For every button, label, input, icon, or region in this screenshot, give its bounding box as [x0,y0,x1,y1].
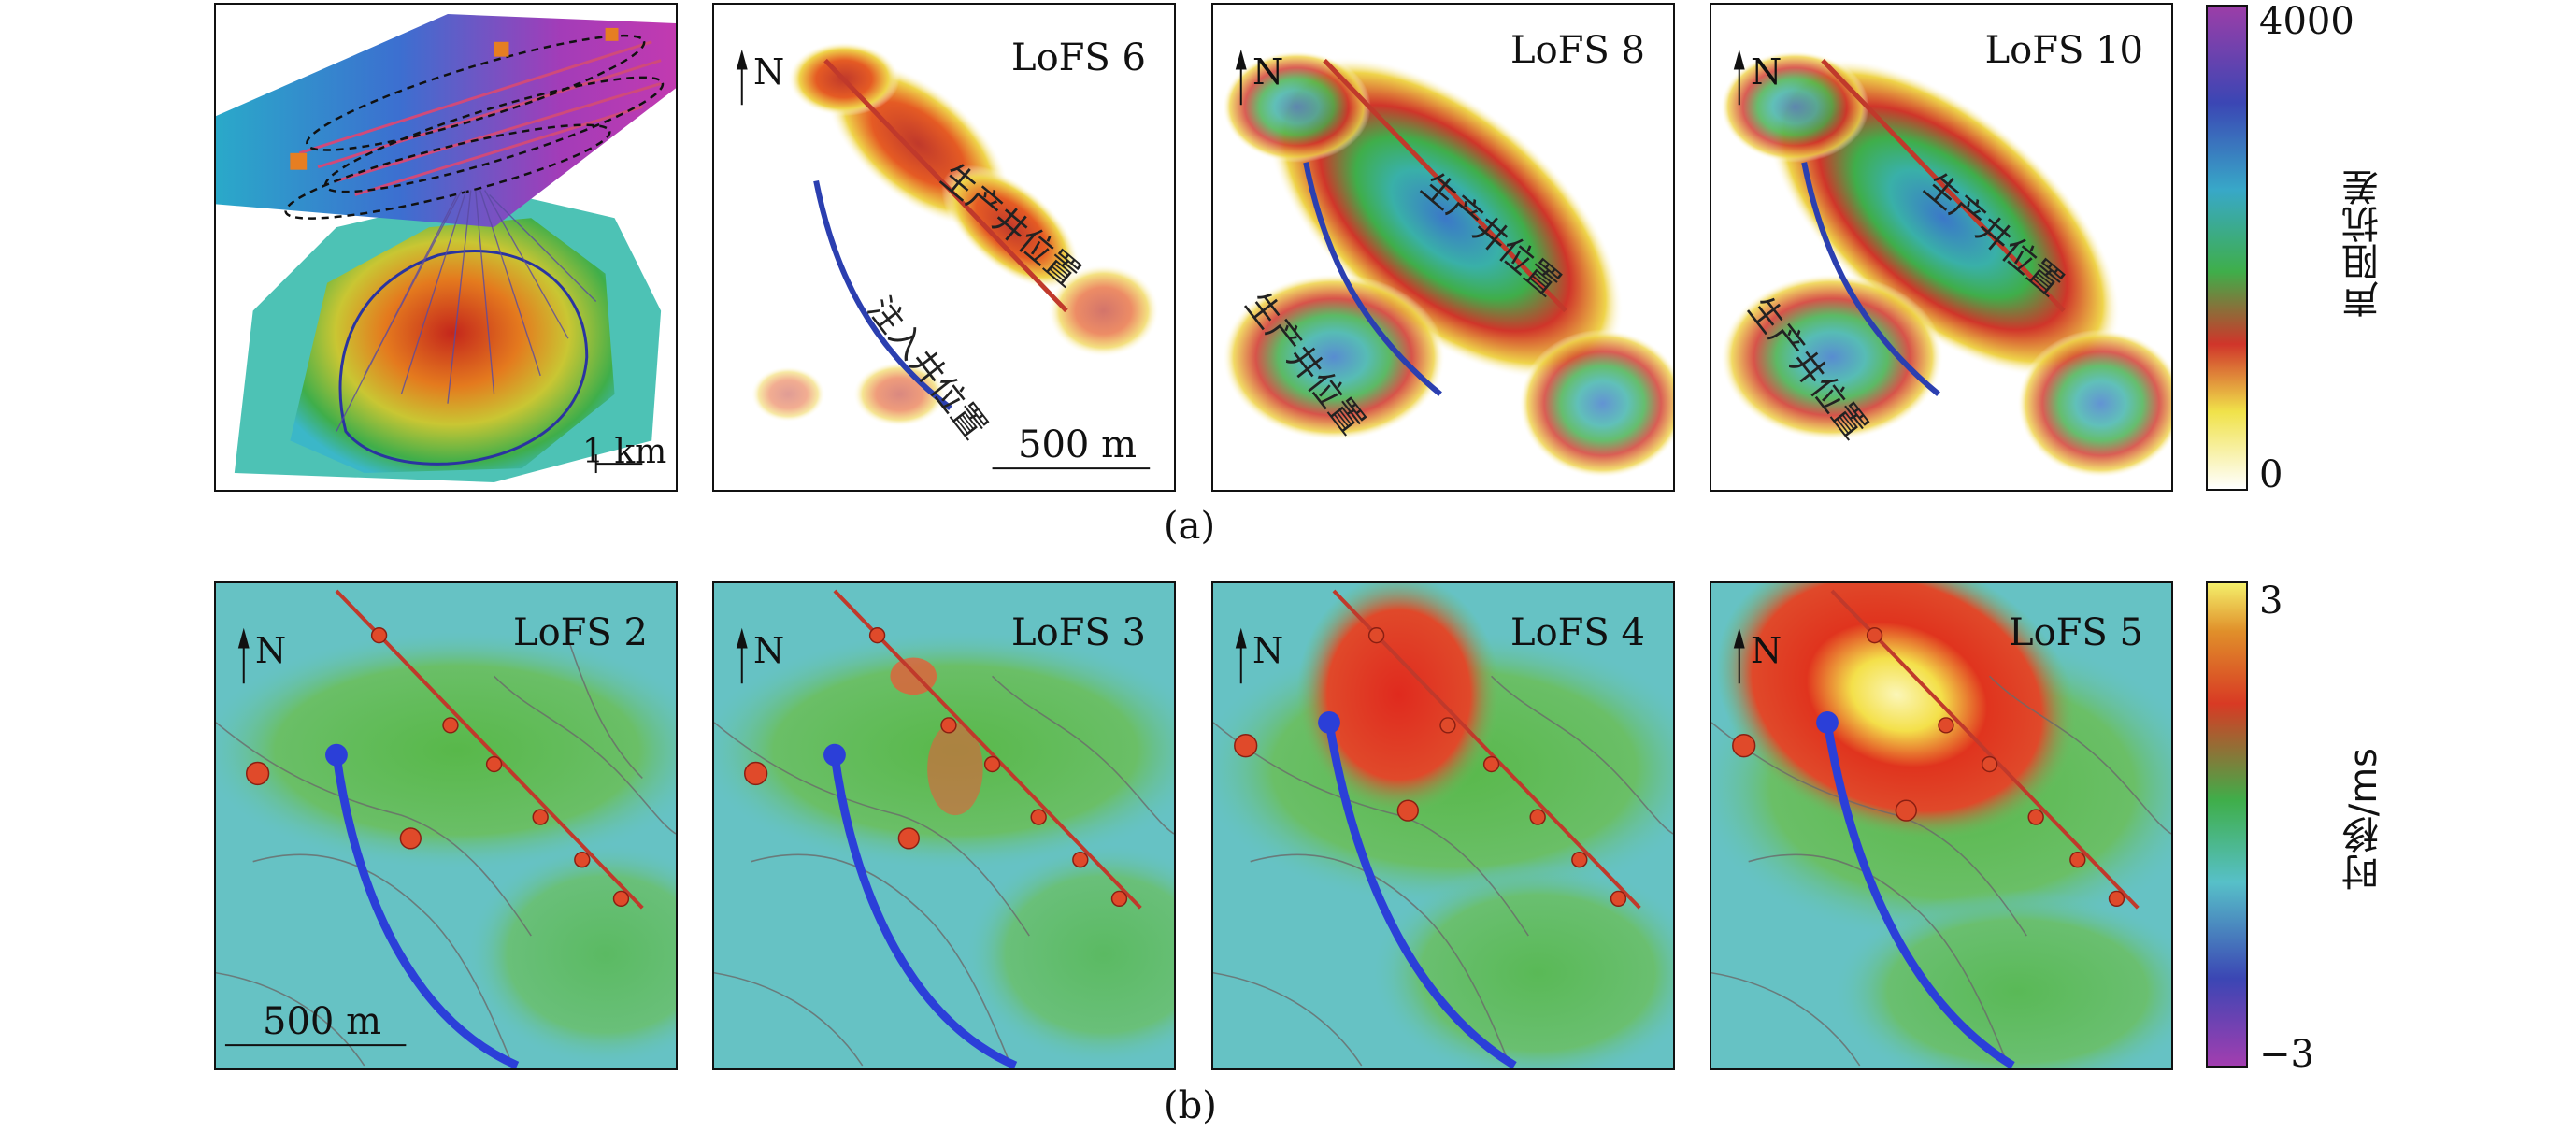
time-shift-map [714,589,1174,1068]
panel-lofs-6: N LoFS 6 500 m 生产井位置 注入井位置 [712,3,1176,492]
caption-a: (a) [1164,505,1216,548]
north-indicator: N [1751,630,1782,671]
perspective-illustration [216,14,676,482]
panel-label: LoFS 3 [1011,611,1146,654]
north-indicator: N [753,51,785,93]
north-indicator: N [1751,51,1782,93]
north-indicator: N [753,630,785,671]
scale-label: 500 m [263,1000,381,1043]
perspective-panel: 1 km [214,3,678,492]
panel-label: LoFS 5 [2009,611,2143,654]
north-indicator: N [1252,630,1284,671]
panel-lofs-3: N LoFS 3 [712,581,1176,1070]
colorbar-min-label: 0 [2259,453,2283,496]
panel-lofs-10: N LoFS 10 生产井位置 生产井位置 [1710,3,2173,492]
panel-label: LoFS 6 [1011,36,1146,79]
colorbar-title: 声阻抗差 [2342,168,2385,318]
panel-lofs-8: N LoFS 8 生产井位置 生产井位置 [1211,3,1675,492]
caption-b: (b) [1164,1084,1217,1127]
panel-label: LoFS 8 [1510,29,1645,72]
time-shift-map [216,589,676,1068]
north-indicator: N [255,630,287,671]
perspective-scale-label: 1 km [582,433,667,471]
colorbar-max-label: 3 [2259,580,2283,623]
scale-label: 500 m [1018,423,1137,466]
panel-label: LoFS 4 [1510,611,1645,654]
acoustic-impedance-map [736,41,1160,470]
impedance-colorbar [2206,5,2248,491]
time-shift-map [1213,583,1673,1068]
panel-label: LoFS 2 [513,611,648,654]
time-shift-colorbar [2206,581,2248,1068]
panel-lofs-2: N LoFS 2 500 m [214,581,678,1070]
panel-label: LoFS 10 [1984,29,2143,72]
colorbar-min-label: −3 [2259,1033,2314,1076]
panel-lofs-5: N LoFS 5 [1710,581,2173,1070]
north-indicator: N [1252,51,1284,93]
colorbar-title: 时移/ms [2342,748,2385,892]
panel-lofs-4: N LoFS 4 [1211,581,1675,1070]
time-shift-map [1711,583,2171,1068]
acoustic-impedance-map [1720,49,2171,478]
acoustic-impedance-map [1222,49,1673,478]
colorbar-max-label: 4000 [2259,0,2354,43]
